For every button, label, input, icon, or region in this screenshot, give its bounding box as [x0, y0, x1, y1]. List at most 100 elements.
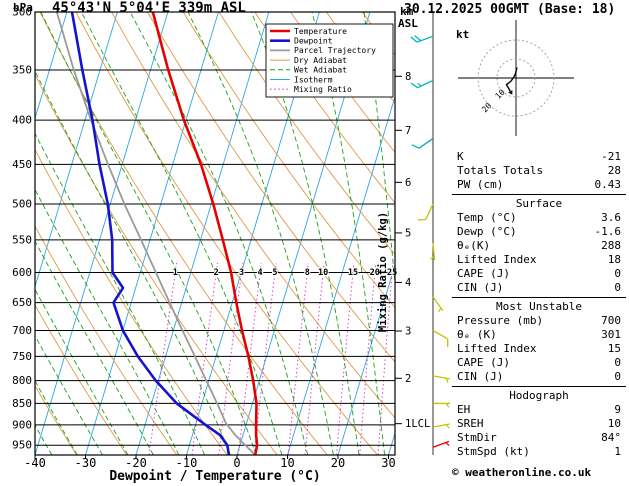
stat-label: StmDir [457, 431, 497, 444]
svg-text:900: 900 [12, 418, 32, 431]
svg-text:450: 450 [12, 158, 32, 171]
svg-text:350: 350 [12, 63, 32, 76]
wind-barb [410, 35, 434, 43]
svg-text:800: 800 [12, 374, 32, 387]
stats-section: Surface Temp (°C) 3.6 Dewp (°C) -1.6 θₑ(K) 288… [452, 194, 626, 295]
svg-text:300: 300 [12, 6, 32, 19]
stat-row: EH 9 [452, 403, 626, 417]
hodograph-unit-label: kt [456, 28, 470, 41]
mixing-ratio-axis-label: Mixing Ratio (g/kg) [377, 212, 389, 332]
svg-text:7: 7 [405, 125, 411, 137]
svg-text:8: 8 [305, 268, 310, 278]
svg-text:4: 4 [258, 268, 263, 278]
svg-text:8: 8 [405, 71, 411, 83]
svg-text:850: 850 [12, 397, 32, 410]
svg-text:Mixing Ratio: Mixing Ratio [294, 85, 352, 94]
stat-label: K [457, 150, 464, 163]
svg-text:1: 1 [173, 268, 178, 278]
svg-text:10: 10 [318, 268, 328, 278]
stat-value: 15 [607, 342, 621, 355]
stat-value: 18 [607, 253, 621, 266]
svg-text:700: 700 [12, 324, 32, 337]
stat-label: Temp (°C) [457, 211, 517, 224]
svg-text:400: 400 [12, 114, 32, 127]
svg-text:Wet Adiabat: Wet Adiabat [294, 66, 347, 75]
stat-row: Lifted Index 15 [452, 342, 626, 356]
svg-text:30: 30 [381, 456, 395, 470]
stats-section: Most Unstable Pressure (mb) 700 θₑ (K) 301 Li… [452, 297, 626, 384]
stat-value: 288 [601, 239, 621, 252]
stat-row: CIN (J) 0 [452, 281, 626, 295]
stats-section: K -21 Totals Totals 28 PW (cm) 0.43 [452, 150, 626, 192]
mixing-ratio-labels: 1 2 3 4 5 8 10 15 20 25 [172, 267, 398, 279]
stat-value: 0 [614, 370, 621, 383]
svg-text:10: 10 [280, 456, 294, 470]
stat-value: 84° [601, 431, 621, 444]
stat-label: θₑ(K) [457, 239, 491, 252]
svg-text:15: 15 [348, 268, 358, 278]
stat-row: Lifted Index 18 [452, 253, 626, 267]
stat-label: StmSpd (kt) [457, 445, 530, 458]
datetime-title: 30.12.2025 00GMT (Base: 18) [404, 2, 616, 17]
stat-value: 0.43 [594, 178, 622, 191]
stat-value: 28 [607, 164, 621, 177]
stat-value: 700 [601, 314, 621, 327]
stat-label: Pressure (mb) [457, 314, 544, 327]
sounding-profiles [55, 12, 259, 455]
svg-text:Temperature: Temperature [294, 27, 347, 36]
hodo-trace-arrow [508, 90, 513, 95]
svg-text:950: 950 [12, 439, 32, 452]
stat-row: StmSpd (kt) 1 [452, 445, 626, 459]
wind-barb [411, 137, 434, 149]
stat-value: 0 [614, 267, 621, 280]
svg-text:1LCL: 1LCL [405, 418, 430, 430]
profile-parcel [55, 12, 257, 455]
stat-label: CAPE (J) [457, 356, 510, 369]
svg-text:20: 20 [370, 268, 380, 278]
svg-text:500: 500 [12, 197, 32, 210]
stat-row: Totals Totals 28 [452, 164, 626, 178]
svg-text:750: 750 [12, 350, 32, 363]
svg-text:650: 650 [12, 296, 32, 309]
svg-text:Isotherm: Isotherm [294, 75, 333, 84]
stat-value: 10 [607, 417, 621, 430]
stat-label: Lifted Index [457, 342, 537, 355]
hodo-trace [505, 67, 518, 92]
svg-text:2: 2 [405, 373, 411, 385]
stat-row: K -21 [452, 150, 626, 164]
wind-barb [410, 79, 434, 89]
hodo-ring-label: 10 [494, 88, 507, 101]
svg-text:2: 2 [214, 268, 219, 278]
svg-text:Dewpoint: Dewpoint [294, 37, 333, 46]
stat-row: SREH 10 [452, 417, 626, 431]
copyright: © weatheronline.co.uk [452, 466, 592, 479]
wind-barb [430, 243, 436, 261]
svg-text:-20: -20 [125, 456, 147, 470]
svg-text:600: 600 [12, 266, 32, 279]
stat-row: CIN (J) 0 [452, 370, 626, 384]
stat-value: 3.6 [601, 211, 621, 224]
profile-dewpoint [70, 12, 231, 455]
stat-value: 0 [614, 281, 621, 294]
stat-label: SREH [457, 417, 484, 430]
stat-row: CAPE (J) 0 [452, 267, 626, 281]
wind-barb [432, 423, 450, 429]
stat-label: CAPE (J) [457, 267, 510, 280]
svg-text:ASL: ASL [398, 17, 418, 30]
stat-row: StmDir 84° [452, 431, 626, 445]
hodo-ring [496, 58, 536, 98]
stat-row: CAPE (J) 0 [452, 356, 626, 370]
stat-value: 9 [614, 403, 621, 416]
svg-text:-10: -10 [176, 456, 198, 470]
stat-label: CIN (J) [457, 281, 504, 294]
stat-label: θₑ (K) [457, 328, 497, 341]
station-title: 45°43'N 5°04'E 339m ASL [52, 0, 246, 16]
wind-barb [432, 296, 444, 313]
stat-label: Lifted Index [457, 253, 537, 266]
stats-section-title: Surface [515, 197, 563, 210]
hodo-ring [477, 39, 555, 117]
svg-text:6: 6 [405, 177, 411, 189]
